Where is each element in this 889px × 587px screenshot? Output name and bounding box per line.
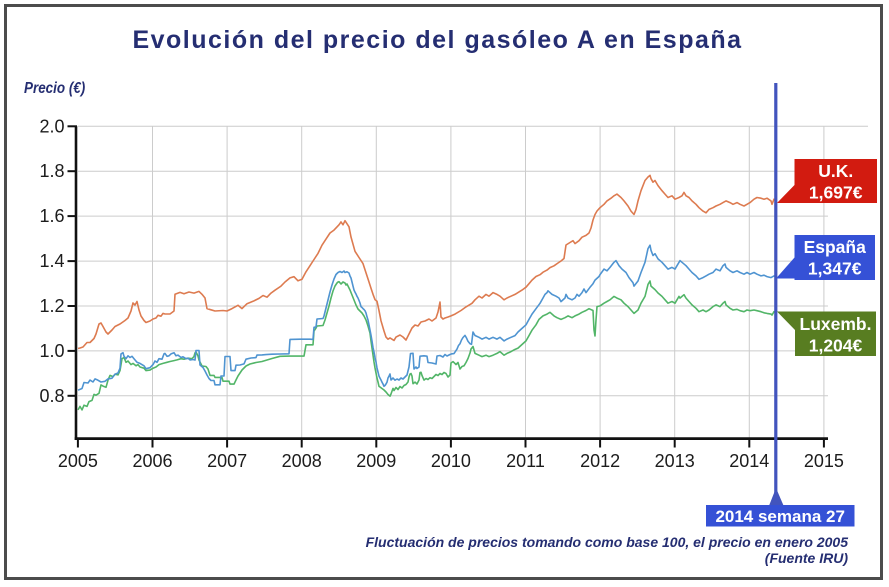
svg-text:2007: 2007 (207, 451, 247, 471)
svg-text:0.8: 0.8 (39, 386, 64, 406)
svg-text:2013: 2013 (655, 451, 695, 471)
svg-text:1,347€: 1,347€ (808, 259, 862, 279)
svg-text:2014: 2014 (729, 451, 769, 471)
svg-text:2006: 2006 (132, 451, 172, 471)
svg-text:2008: 2008 (282, 451, 322, 471)
svg-text:2010: 2010 (431, 451, 471, 471)
svg-text:2009: 2009 (356, 451, 396, 471)
svg-text:2005: 2005 (58, 451, 98, 471)
svg-text:1.6: 1.6 (39, 206, 64, 226)
svg-text:2012: 2012 (580, 451, 620, 471)
svg-text:1.4: 1.4 (39, 251, 64, 271)
svg-text:2.0: 2.0 (39, 116, 64, 136)
svg-text:Luxemb.: Luxemb. (800, 314, 872, 334)
svg-text:1,697€: 1,697€ (809, 183, 863, 203)
svg-text:U.K.: U.K. (818, 161, 853, 181)
svg-text:1.0: 1.0 (39, 341, 64, 361)
svg-text:España: España (804, 237, 867, 257)
svg-text:1.2: 1.2 (39, 296, 64, 316)
svg-text:1,204€: 1,204€ (809, 336, 863, 356)
svg-text:2011: 2011 (506, 451, 545, 471)
svg-text:1.8: 1.8 (39, 161, 64, 181)
svg-text:2015: 2015 (804, 451, 844, 471)
svg-text:2014 semana 27: 2014 semana 27 (715, 507, 845, 526)
